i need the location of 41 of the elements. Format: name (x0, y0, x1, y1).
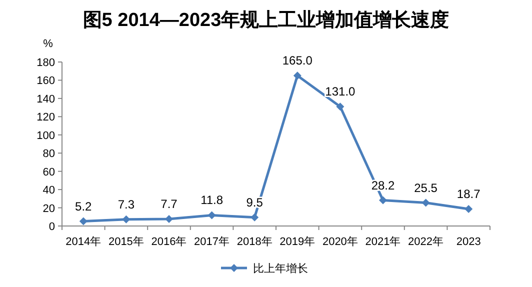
x-tick-label: 2021年 (365, 236, 401, 248)
point (293, 72, 302, 80)
y-tick-label: 40 (42, 184, 55, 197)
y-tick-label: 120 (36, 112, 55, 124)
x-tick-label: 2017年 (194, 236, 230, 248)
y-tick-label: 60 (42, 166, 55, 178)
text: 11.8 (200, 193, 224, 208)
legend-label: 比上年增长 (253, 262, 308, 275)
x-tick-label: 2020年 (322, 236, 358, 248)
text: 18.7 (456, 186, 480, 201)
text: 5.2 (75, 199, 92, 214)
point (122, 215, 130, 224)
x-tick-label: 2019年 (280, 236, 316, 248)
x-tick-label: 2014年 (66, 236, 102, 248)
y-tick-label: 160 (36, 75, 55, 88)
text: 7.3 (118, 197, 135, 212)
point (379, 196, 387, 204)
x-tick-label: 2018年 (236, 236, 272, 248)
point (208, 211, 216, 220)
y-tick-label: 180 (36, 57, 55, 69)
x-tick-label: 2023 (456, 236, 481, 248)
text: 25.5 (414, 180, 438, 195)
point (79, 217, 88, 226)
x-tick-label: 2016年 (151, 236, 187, 248)
x-tick-label: 2015年 (108, 236, 144, 248)
y-tick-label: 20 (42, 202, 55, 215)
point (250, 213, 259, 222)
text: 7.7 (160, 196, 178, 211)
point (422, 198, 430, 207)
x-tick-label: 2022年 (408, 236, 444, 248)
y-tick-label: 140 (36, 93, 55, 106)
y-axis-title: % (43, 38, 54, 50)
text: 165.0 (282, 54, 312, 68)
y-tick-label: 100 (36, 130, 55, 142)
chart-title: 图5 2014—2023年规上工业增加值增长速度 (82, 9, 450, 31)
point (464, 204, 473, 213)
text: 131.0 (325, 84, 356, 99)
y-tick-label: 0 (48, 221, 55, 233)
point (165, 214, 173, 223)
point (336, 102, 344, 111)
y-tick-label: 80 (42, 148, 55, 160)
